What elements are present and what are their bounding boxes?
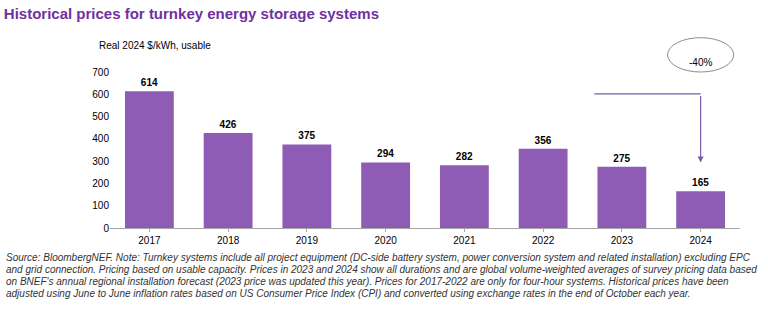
svg-text:275: 275 bbox=[613, 153, 630, 164]
svg-text:2023: 2023 bbox=[611, 235, 634, 246]
svg-text:Historical prices for turnkey: Historical prices for turnkey energy sto… bbox=[4, 5, 379, 22]
svg-text:600: 600 bbox=[92, 89, 109, 100]
svg-text:165: 165 bbox=[692, 177, 709, 188]
svg-text:2019: 2019 bbox=[296, 235, 319, 246]
svg-text:282: 282 bbox=[456, 151, 473, 162]
svg-text:0: 0 bbox=[103, 223, 109, 234]
svg-text:614: 614 bbox=[141, 77, 158, 88]
svg-text:2022: 2022 bbox=[532, 235, 555, 246]
svg-text:2020: 2020 bbox=[375, 235, 398, 246]
svg-text:500: 500 bbox=[92, 111, 109, 122]
svg-text:2017: 2017 bbox=[138, 235, 161, 246]
svg-text:2024: 2024 bbox=[690, 235, 713, 246]
svg-text:-40%: -40% bbox=[689, 57, 712, 68]
svg-text:375: 375 bbox=[298, 130, 315, 141]
svg-text:294: 294 bbox=[377, 148, 394, 159]
svg-text:2021: 2021 bbox=[453, 235, 476, 246]
svg-text:Real 2024 $/kWh, usable: Real 2024 $/kWh, usable bbox=[99, 40, 211, 51]
svg-text:200: 200 bbox=[92, 178, 109, 189]
svg-text:356: 356 bbox=[535, 135, 552, 146]
html-text:Source: BloombergNEF. Note: Tu: Source: BloombergNEF. Note: Turnkey syst… bbox=[6, 252, 757, 299]
svg-text:100: 100 bbox=[92, 200, 109, 211]
svg-text:700: 700 bbox=[92, 67, 109, 78]
svg-text:400: 400 bbox=[92, 133, 109, 144]
svg-text:426: 426 bbox=[220, 119, 237, 130]
svg-text:2018: 2018 bbox=[217, 235, 240, 246]
svg-text:300: 300 bbox=[92, 156, 109, 167]
